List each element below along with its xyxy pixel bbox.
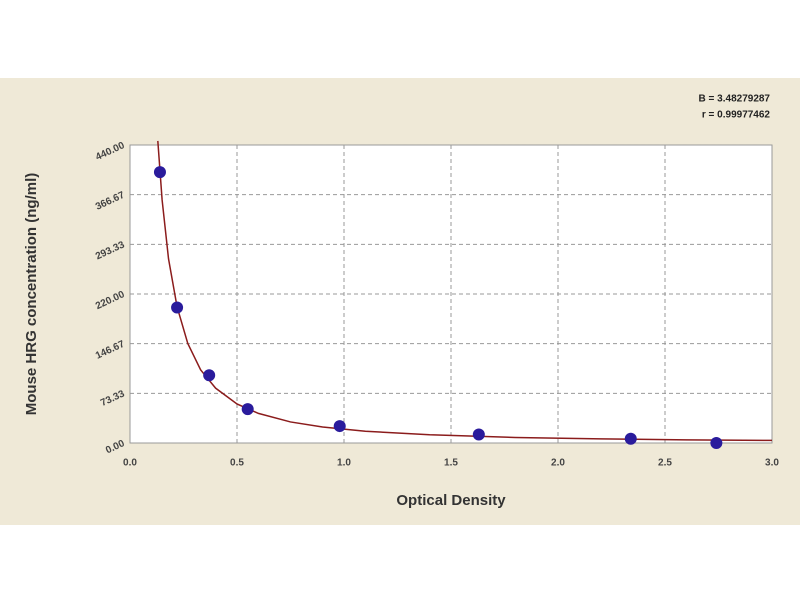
data-point	[171, 301, 184, 314]
data-point	[624, 432, 637, 445]
x-tick-label: 2.0	[551, 458, 565, 469]
x-tick-label: 0.5	[230, 458, 244, 469]
annotation: r = 0.99977462	[702, 110, 771, 121]
x-axis-label: Optical Density	[396, 492, 506, 509]
data-point	[203, 369, 216, 382]
x-tick-label: 2.5	[658, 458, 672, 469]
x-tick-label: 1.0	[337, 458, 351, 469]
x-tick-label: 3.0	[765, 458, 779, 469]
y-axis-label: Mouse HRG concentration (ng/ml)	[23, 173, 40, 416]
data-point	[241, 403, 254, 416]
data-point	[710, 437, 723, 449]
fit-curve	[157, 140, 773, 442]
data-point	[333, 420, 346, 433]
data-point	[472, 428, 485, 441]
data-point	[153, 166, 166, 179]
annotation: B = 3.48279287	[699, 94, 771, 105]
x-tick-label: 1.5	[444, 458, 458, 469]
x-tick-label: 0.0	[123, 458, 137, 469]
